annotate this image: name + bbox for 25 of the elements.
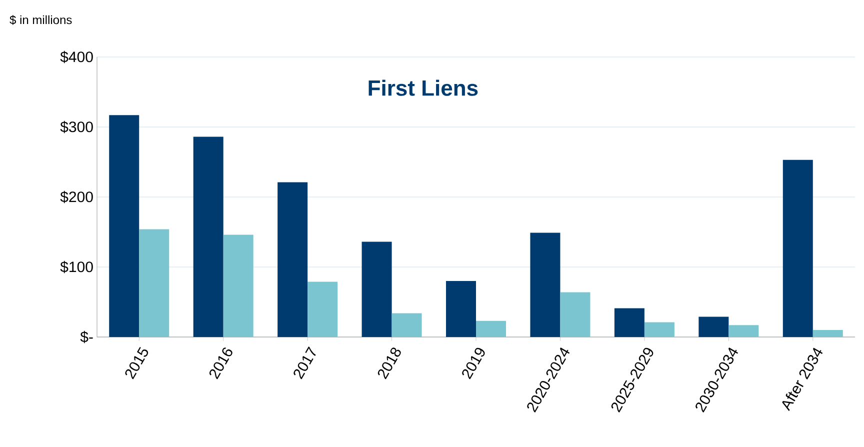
bar — [614, 308, 644, 338]
y-tick-label: $- — [80, 330, 93, 344]
y-tick-label: $200 — [60, 190, 93, 204]
bar — [109, 115, 140, 338]
bar — [278, 182, 308, 338]
bar — [308, 282, 338, 338]
bar — [139, 229, 170, 338]
bar — [392, 313, 422, 338]
bar — [530, 232, 560, 338]
bar — [728, 325, 759, 338]
bar — [362, 242, 392, 338]
bar — [560, 292, 590, 338]
bar — [476, 320, 506, 338]
bar — [446, 281, 476, 338]
y-tick-label: $300 — [60, 120, 93, 134]
y-axis-title: $ in millions — [10, 15, 72, 25]
bar — [812, 330, 843, 338]
bar — [193, 136, 224, 338]
bar — [644, 322, 674, 338]
bar — [782, 160, 813, 338]
bar — [698, 316, 729, 338]
y-tick-label: $400 — [60, 50, 93, 64]
bar — [223, 234, 254, 338]
text: First Liens — [368, 80, 478, 96]
y-tick-label: $100 — [60, 260, 93, 274]
